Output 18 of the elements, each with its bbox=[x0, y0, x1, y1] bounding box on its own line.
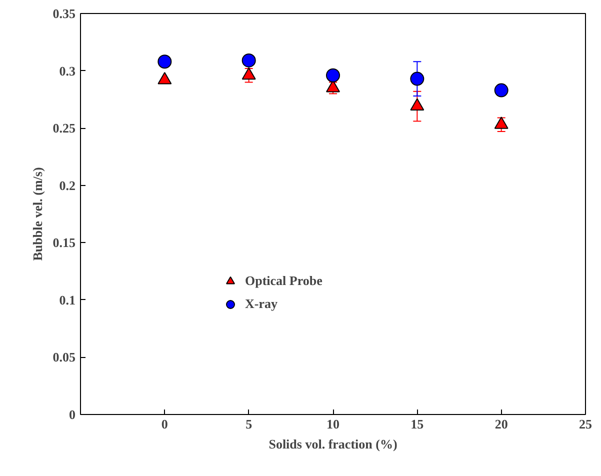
y-tick-label: 0.3 bbox=[59, 63, 76, 78]
y-tick-label: 0.35 bbox=[52, 6, 76, 21]
y-tick-label: 0 bbox=[69, 407, 76, 422]
x-tick-label: 10 bbox=[326, 416, 340, 432]
y-tick-label: 0.05 bbox=[52, 350, 76, 365]
legend-label: Optical Probe bbox=[245, 273, 322, 289]
x-tick-label: 5 bbox=[246, 416, 253, 432]
x-tick-label: 25 bbox=[579, 416, 592, 432]
x-axis-title: Solids vol. fraction (%) bbox=[268, 436, 398, 452]
y-tick-label: 0.25 bbox=[52, 120, 76, 136]
y-axis-title: Bubble vel. (m/s) bbox=[30, 167, 45, 261]
y-tick-label: 0.15 bbox=[52, 235, 76, 250]
legend-label: X-ray bbox=[245, 296, 278, 312]
y-tick-label: 0.2 bbox=[59, 178, 76, 193]
y-tick-label: 0.1 bbox=[59, 292, 76, 308]
x-tick-label: 0 bbox=[161, 416, 168, 432]
x-tick-label: 20 bbox=[494, 416, 508, 432]
x-tick-label: 15 bbox=[410, 416, 424, 432]
